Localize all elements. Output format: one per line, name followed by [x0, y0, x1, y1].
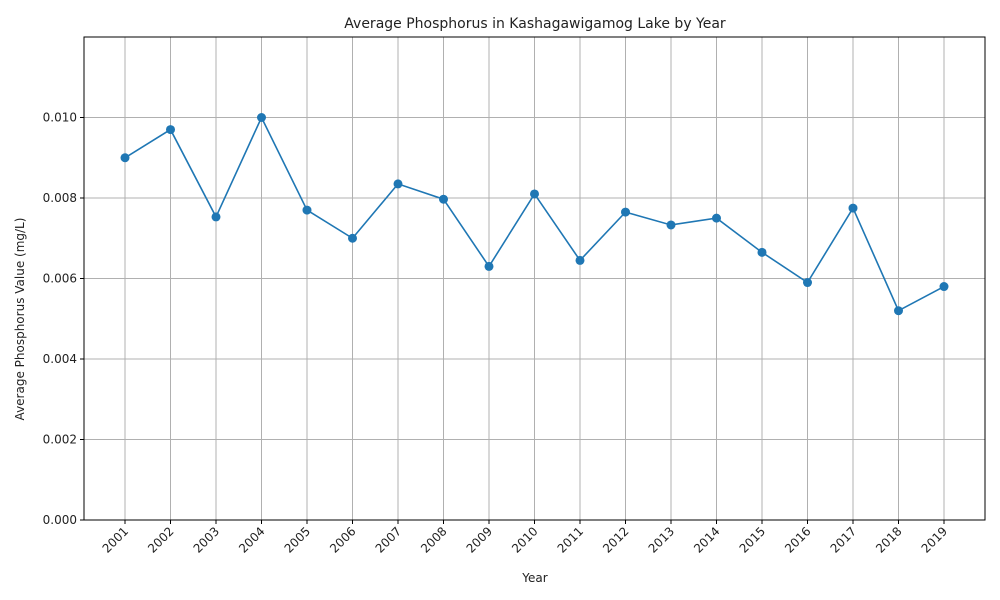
plot-frame	[83, 36, 986, 521]
x-tick-label: 2018	[873, 524, 904, 555]
x-tick-label: 2003	[191, 524, 222, 555]
x-tick-label: 2006	[327, 524, 358, 555]
x-tick-label: 2019	[919, 524, 950, 555]
data-point	[894, 306, 903, 316]
x-tick-label: 2009	[464, 524, 495, 555]
x-tick-label: 2008	[418, 524, 449, 555]
data-point	[666, 220, 676, 230]
x-tick-label: 2012	[600, 524, 631, 555]
data-point	[393, 179, 403, 189]
x-tick-label: 2004	[236, 524, 267, 555]
x-tick-label: 2014	[691, 524, 722, 555]
data-point	[803, 278, 812, 288]
y-tick-label: 0.010	[43, 111, 77, 125]
y-axis-ticks: 0.000 0.002 0.004 0.006 0.008 0.010	[43, 111, 84, 527]
grid-lines	[84, 37, 985, 521]
x-tick-label: 2011	[555, 524, 586, 555]
x-tick-label: 2013	[646, 524, 677, 555]
x-axis-label: Year	[521, 571, 547, 585]
y-tick-label: 0.008	[43, 191, 77, 205]
x-tick-label: 2016	[782, 524, 813, 555]
data-point	[211, 212, 221, 222]
y-axis-label: Average Phosphorus Value (mg/L)	[13, 218, 27, 421]
data-point	[848, 203, 858, 213]
data-point	[166, 125, 175, 135]
x-tick-label: 2001	[100, 524, 131, 555]
data-point	[302, 205, 312, 215]
x-axis-ticks: 2001 2002 2003 2004 2005 2006 2007 2008 2009 2010…	[100, 520, 950, 556]
data-point	[348, 233, 357, 243]
data-point	[257, 113, 266, 122]
y-tick-label: 0.002	[43, 433, 77, 447]
x-tick-label: 2005	[282, 524, 313, 555]
data-point	[484, 261, 494, 271]
x-tick-label: 2010	[509, 524, 540, 555]
data-point	[757, 247, 767, 257]
x-tick-label: 2002	[145, 524, 176, 555]
data-point	[621, 207, 630, 217]
y-tick-label: 0.004	[43, 352, 77, 366]
data-point	[120, 153, 130, 163]
data-point	[712, 213, 721, 223]
y-tick-label: 0.006	[43, 272, 77, 286]
x-tick-label: 2017	[828, 524, 859, 555]
data-point	[575, 255, 585, 265]
data-point	[439, 194, 448, 204]
y-tick-label: 0.000	[43, 513, 77, 527]
data-point	[939, 282, 949, 292]
x-tick-label: 2015	[737, 524, 768, 555]
x-tick-label: 2007	[373, 524, 404, 555]
data-point	[530, 189, 539, 199]
data-points	[120, 113, 949, 316]
chart-title: Average Phosphorus in Kashagawigamog Lak…	[344, 16, 726, 32]
